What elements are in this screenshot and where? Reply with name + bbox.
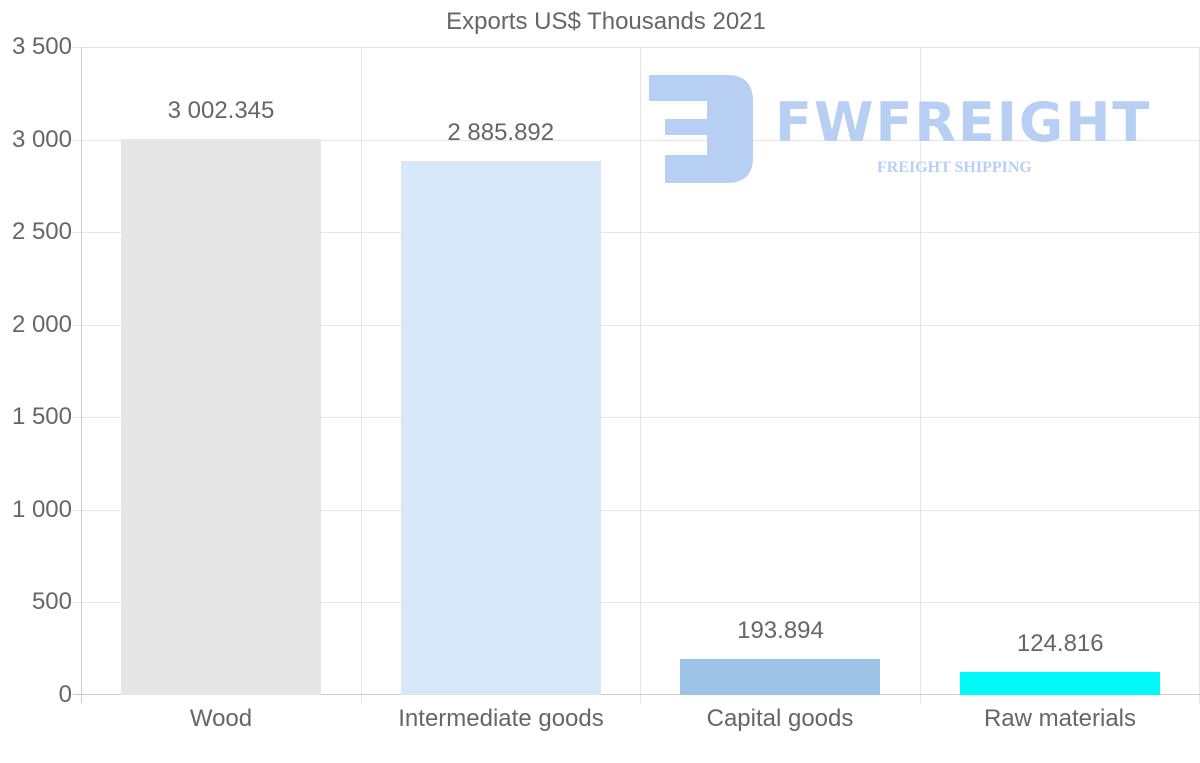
watermark-tagline: FREIGHT SHIPPING xyxy=(877,159,1032,176)
bar-wood[interactable] xyxy=(120,139,321,695)
vgridline-2 xyxy=(640,47,641,703)
fwfreight-watermark: FWFREIGHT FREIGHT SHIPPING xyxy=(647,73,1149,185)
y-axis-line xyxy=(81,47,82,703)
watermark-brand: FWFREIGHT xyxy=(775,91,1152,154)
gridline-1000 xyxy=(73,509,1200,511)
fwfreight-logo-icon xyxy=(649,75,753,183)
plot-area: 3 500 3 000 2 500 2 000 1 500 1 000 500 … xyxy=(12,33,1200,732)
ytick-label: 1 000 xyxy=(11,495,72,523)
bar-raw-materials[interactable] xyxy=(960,671,1161,695)
gridline-3000 xyxy=(73,139,1200,141)
xtick-label: Raw materials xyxy=(983,705,1137,732)
ytick-label: 3 500 xyxy=(11,33,72,60)
gridline-2500 xyxy=(73,232,1200,234)
xtick-label: Wood xyxy=(189,705,253,732)
bar-intermediate-goods[interactable] xyxy=(400,160,601,695)
vgridline-3 xyxy=(920,47,921,703)
x-axis-line xyxy=(73,694,1200,695)
ytick-label: 500 xyxy=(31,588,72,616)
bar-value-label: 193.894 xyxy=(737,617,824,645)
gridline-1500 xyxy=(73,417,1200,419)
vgridline-1 xyxy=(361,47,362,703)
ytick-label: 2 000 xyxy=(11,310,72,338)
gridline-2000 xyxy=(73,324,1200,326)
chart-title: Exports US$ Thousands 2021 xyxy=(446,8,766,35)
bar-value-label: 124.816 xyxy=(1016,629,1104,657)
gridline-500 xyxy=(73,602,1200,604)
bar-value-label: 2 885.892 xyxy=(447,118,555,146)
gridline-3500 xyxy=(73,47,1200,48)
ytick-label: 3 000 xyxy=(11,125,72,153)
ytick-label: 0 xyxy=(58,681,72,708)
xtick-label: Intermediate goods xyxy=(398,705,604,732)
bar-value-label: 3 002.345 xyxy=(167,97,275,125)
xtick-label: Capital goods xyxy=(706,705,854,732)
bar-capital-goods[interactable] xyxy=(680,659,881,695)
ytick-label: 1 500 xyxy=(11,403,72,431)
ytick-label: 2 500 xyxy=(11,218,72,246)
